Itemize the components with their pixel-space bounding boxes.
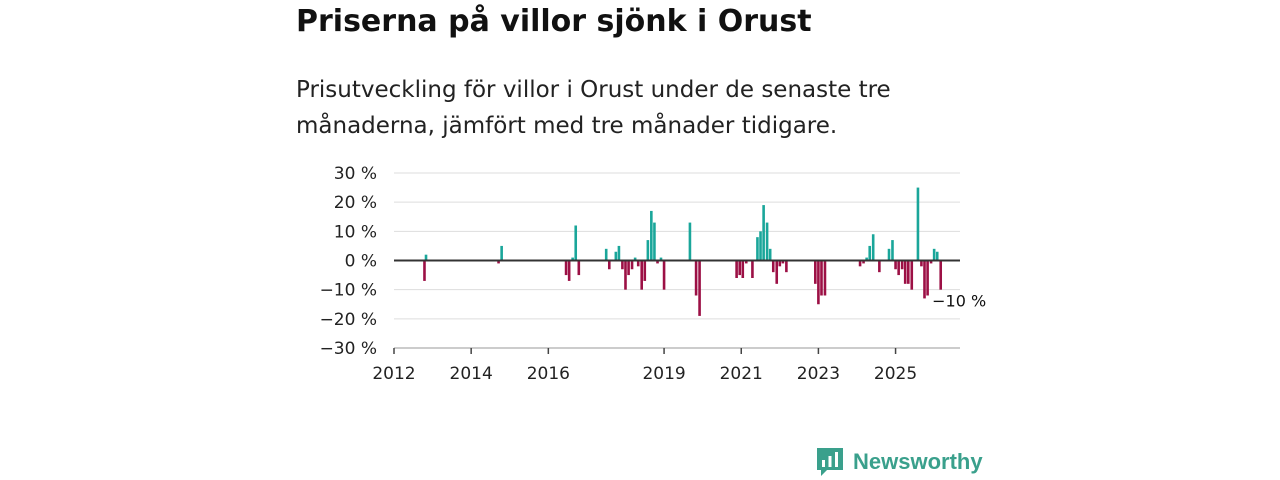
bar: [817, 260, 820, 305]
bar: [778, 260, 782, 267]
bar: [897, 260, 900, 276]
bar: [775, 260, 779, 284]
y-tick-label: 20 %: [334, 193, 377, 213]
bar: [574, 225, 578, 261]
bar: [894, 260, 897, 270]
bar: [653, 222, 656, 261]
bar: [423, 260, 426, 281]
annotations: −10 %: [932, 292, 986, 311]
bar: [820, 260, 823, 296]
bar: [688, 222, 692, 261]
bar: [939, 260, 943, 290]
bar: [607, 260, 611, 270]
chart-title: Priserna på villor sjönk i Orust: [296, 4, 812, 39]
bar: [759, 231, 762, 261]
bar: [564, 260, 568, 276]
bar: [497, 260, 500, 264]
bar: [907, 260, 910, 284]
bar: [656, 260, 659, 264]
x-tick-label: 2014: [450, 364, 493, 384]
bars: [423, 187, 943, 316]
bar: [935, 251, 939, 261]
x-tick-label: 2016: [527, 364, 570, 384]
bar: [781, 260, 785, 264]
bar: [878, 260, 881, 273]
bar: [814, 260, 817, 284]
bar: [887, 248, 891, 261]
bar: [650, 210, 653, 261]
x-tick-label: 2023: [797, 364, 840, 384]
bar: [500, 245, 503, 261]
bar: [624, 260, 627, 290]
bar: [633, 257, 637, 261]
bar: [932, 248, 936, 261]
bar: [865, 257, 868, 261]
y-tick-label: 30 %: [334, 164, 377, 184]
bar: [868, 245, 872, 261]
y-tick-label: −10 %: [320, 281, 377, 301]
bar: [871, 234, 875, 261]
y-tick-label: −30 %: [320, 339, 377, 359]
newsworthy-icon: [817, 448, 843, 476]
bar: [823, 260, 827, 296]
y-tick-label: 10 %: [334, 222, 377, 242]
bar: [891, 240, 894, 261]
bar: [923, 260, 926, 299]
bar: [735, 260, 738, 278]
bar: [621, 260, 624, 270]
bar: [756, 237, 759, 261]
x-tick-label: 2012: [372, 364, 415, 384]
bar: [577, 260, 581, 276]
bar: [640, 260, 643, 290]
bar: [910, 260, 914, 290]
bar: [698, 260, 701, 316]
brand-name: Newsworthy: [853, 449, 983, 474]
bar: [614, 251, 618, 261]
chart-subtitle: Prisutveckling för villor i Orust under …: [296, 77, 891, 139]
bar: [571, 257, 574, 261]
bar: [862, 260, 865, 264]
bar: [636, 260, 640, 267]
bar: [643, 260, 647, 281]
bar: [785, 260, 788, 273]
bar: [646, 240, 650, 261]
y-tick-label: −20 %: [320, 310, 377, 330]
bar: [694, 260, 698, 296]
bar: [738, 260, 741, 276]
bar: [929, 260, 933, 264]
bar: [771, 260, 775, 273]
data-label: −10 %: [932, 292, 986, 311]
bar: [916, 187, 920, 261]
bar: [751, 260, 754, 278]
bar: [604, 248, 608, 261]
bar: [741, 260, 745, 278]
bar: [926, 260, 929, 296]
x-tick-label: 2025: [874, 364, 917, 384]
bar: [617, 245, 621, 261]
bar: [567, 260, 571, 281]
bar: [903, 260, 907, 284]
bar: [630, 260, 634, 270]
bar: [858, 260, 862, 267]
bar: [659, 257, 663, 261]
bar: [627, 260, 630, 276]
bar: [765, 222, 769, 261]
bar: [424, 254, 428, 261]
y-axis-labels: 30 % 20 % 10 % 0 % −10 % −20 % −30 %: [320, 164, 377, 359]
bar: [662, 260, 666, 290]
bar: [762, 205, 765, 261]
bar: [744, 260, 748, 264]
bar: [920, 260, 923, 267]
bar: [900, 260, 904, 270]
bar: [768, 248, 772, 261]
y-tick-label: 0 %: [345, 252, 377, 272]
x-tick-label: 2021: [720, 364, 763, 384]
x-axis: 2012 2014 2016 2019 2021 2023 2025: [372, 347, 960, 384]
brand-logo: Newsworthy: [815, 446, 983, 478]
x-tick-label: 2019: [642, 364, 685, 384]
